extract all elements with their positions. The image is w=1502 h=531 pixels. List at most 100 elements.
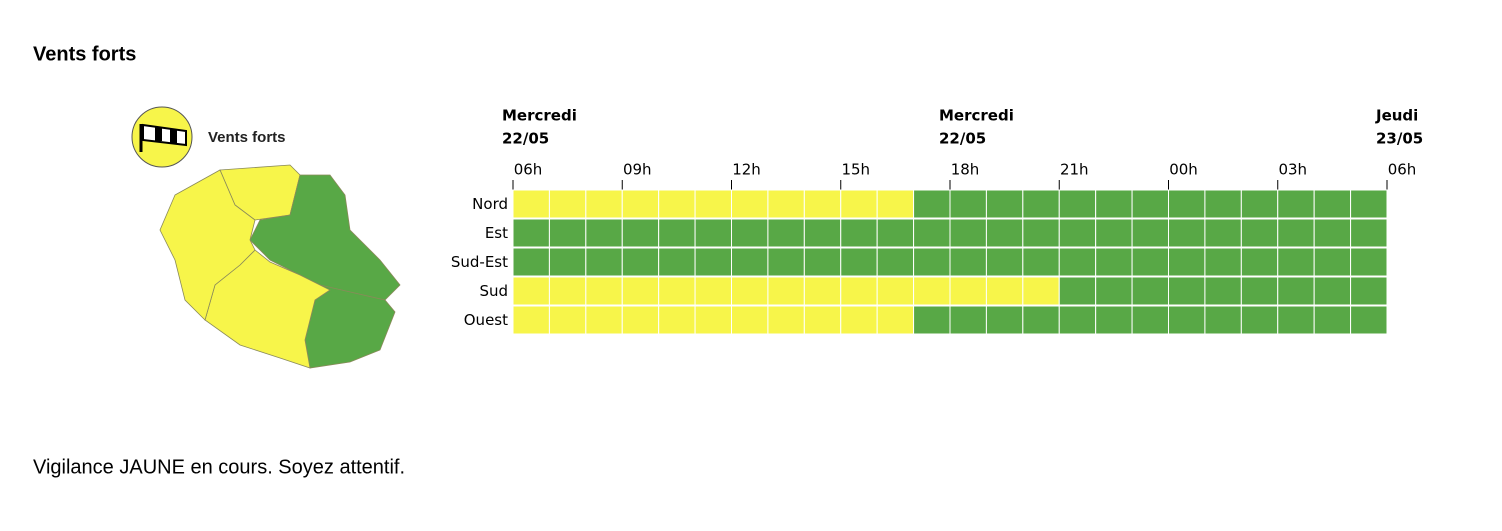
hour-cell xyxy=(1058,218,1097,248)
icon-stripe xyxy=(155,127,162,141)
hour-cell xyxy=(803,247,842,277)
hour-cell xyxy=(1131,276,1170,306)
row-label: Sud xyxy=(479,282,508,300)
hour-cell xyxy=(731,276,769,306)
hour-cell xyxy=(585,218,623,248)
hour-cell xyxy=(1058,247,1097,277)
hour-cell xyxy=(1240,218,1279,248)
day-name: Jeudi xyxy=(1375,107,1418,125)
hour-cell xyxy=(1022,218,1060,248)
hour-cell xyxy=(840,189,878,219)
hour-cell xyxy=(1240,305,1279,335)
hour-cell xyxy=(985,189,1024,219)
hour-cell xyxy=(1058,189,1097,219)
hour-label: 15h xyxy=(841,161,870,179)
hour-cell xyxy=(1204,247,1242,277)
hour-cell xyxy=(876,218,915,248)
hour-cell xyxy=(694,218,732,248)
hour-cell xyxy=(1095,276,1133,306)
legend-icon xyxy=(131,106,193,168)
hour-cell xyxy=(1313,218,1352,248)
hour-cell xyxy=(1168,247,1206,277)
footer-message: Vigilance JAUNE en cours. Soyez attentif… xyxy=(33,456,405,478)
hour-cell xyxy=(1168,305,1206,335)
hour-cell xyxy=(1277,276,1315,306)
hour-cell xyxy=(731,189,769,219)
hour-cell xyxy=(658,276,696,306)
hour-cell xyxy=(1058,305,1097,335)
hour-cell xyxy=(621,218,660,248)
hour-cell xyxy=(1240,189,1279,219)
hour-label: 06h xyxy=(514,161,543,179)
row-label: Nord xyxy=(472,195,508,213)
hour-cell xyxy=(1204,218,1242,248)
hour-cell xyxy=(949,305,987,335)
hour-cell xyxy=(621,305,660,335)
hour-cell xyxy=(512,218,550,248)
hour-cell xyxy=(1168,218,1206,248)
hour-cell xyxy=(1277,189,1315,219)
hour-label: 12h xyxy=(732,161,761,179)
hour-cell xyxy=(767,305,805,335)
row-label: Sud-Est xyxy=(451,253,508,271)
hour-cell xyxy=(985,305,1024,335)
hour-label: 18h xyxy=(951,161,980,179)
hour-cell xyxy=(985,218,1024,248)
hour-cell xyxy=(840,305,878,335)
hour-cell xyxy=(658,218,696,248)
hour-cell xyxy=(840,218,878,248)
hour-cell xyxy=(1313,189,1352,219)
row-label: Est xyxy=(485,224,508,242)
hour-cell xyxy=(731,218,769,248)
hour-cell xyxy=(548,247,587,277)
hour-cell xyxy=(585,305,623,335)
hour-cell xyxy=(913,189,951,219)
hour-cell xyxy=(1204,276,1242,306)
hour-cell xyxy=(694,247,732,277)
hour-cell xyxy=(1313,305,1352,335)
day-name: Mercredi xyxy=(939,107,1014,125)
hour-cell xyxy=(1350,247,1388,277)
hour-cell xyxy=(1131,247,1170,277)
hour-cell xyxy=(1058,276,1097,306)
hour-cell xyxy=(767,247,805,277)
hour-cell xyxy=(1313,276,1352,306)
hour-cell xyxy=(1350,189,1388,219)
hour-cell xyxy=(548,305,587,335)
hour-cell xyxy=(1350,305,1388,335)
hour-cell xyxy=(585,276,623,306)
hour-cell xyxy=(803,276,842,306)
hour-cell xyxy=(694,189,732,219)
hour-cell xyxy=(1204,189,1242,219)
hour-cell xyxy=(621,247,660,277)
hour-cell xyxy=(1095,305,1133,335)
hour-label: 09h xyxy=(623,161,652,179)
hour-cell xyxy=(621,189,660,219)
hour-cell xyxy=(803,305,842,335)
section-title: Vents forts xyxy=(33,43,136,65)
hour-cell xyxy=(548,189,587,219)
hour-cell xyxy=(803,218,842,248)
hour-cell xyxy=(1204,305,1242,335)
hour-cell xyxy=(621,276,660,306)
legend-label: Vents forts xyxy=(208,129,286,146)
hour-cell xyxy=(876,247,915,277)
hour-cell xyxy=(1168,276,1206,306)
hour-label: 21h xyxy=(1060,161,1089,179)
hour-cell xyxy=(840,247,878,277)
hour-cell xyxy=(1350,218,1388,248)
hour-cell xyxy=(1022,305,1060,335)
row-label: Ouest xyxy=(464,311,508,329)
hour-cell xyxy=(1240,276,1279,306)
hour-cell xyxy=(949,189,987,219)
timeline: 06h Mercredi 22/05 09h 12h 15h 18h Mercredi 22/0… xyxy=(451,107,1423,335)
hour-cell xyxy=(694,276,732,306)
hour-cell xyxy=(1095,247,1133,277)
hour-cell xyxy=(1313,247,1352,277)
hour-cell xyxy=(694,305,732,335)
hour-cell xyxy=(585,247,623,277)
day-date: 23/05 xyxy=(1376,130,1423,148)
hour-cell xyxy=(913,218,951,248)
map-region xyxy=(159,169,256,321)
hour-cell xyxy=(985,276,1024,306)
